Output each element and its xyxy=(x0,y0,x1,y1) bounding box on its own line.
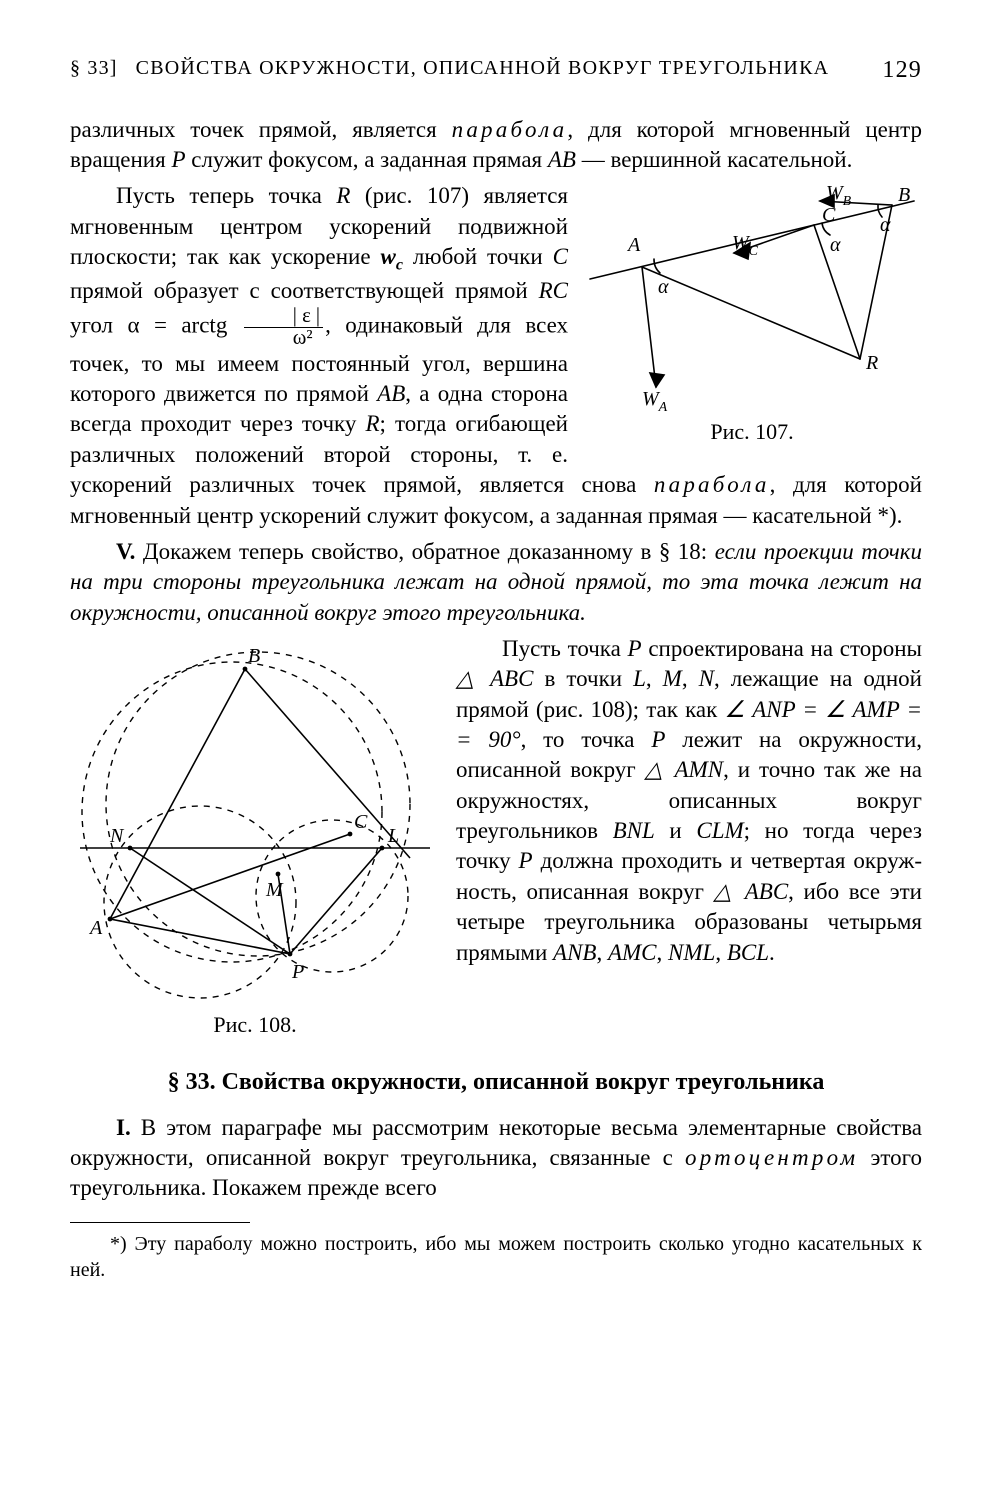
page: § 33] СВОЙСТВА ОКРУЖНОСТИ, ОПИСАННОЙ ВОК… xyxy=(0,0,992,1500)
sym: NML xyxy=(668,940,715,965)
t: , xyxy=(596,940,608,965)
lbl-R: R xyxy=(865,352,878,374)
sym: N xyxy=(699,666,714,691)
sym: CLM xyxy=(696,818,743,843)
lbl-A: A xyxy=(626,234,641,256)
page-number: 129 xyxy=(882,55,922,87)
fig107-caption: Рис. 107. xyxy=(582,417,922,446)
sym: L xyxy=(633,666,646,691)
t: угол α = arctg xyxy=(70,313,242,338)
footnote-separator xyxy=(70,1222,250,1223)
sym-AB2: AB xyxy=(377,381,405,406)
t: различных точек прямой, является xyxy=(70,117,452,142)
lbl-B: B xyxy=(898,184,910,206)
sym-P: P xyxy=(171,147,185,172)
lbl-B8: B xyxy=(248,645,260,667)
roman-V: V. xyxy=(116,539,135,564)
running-head: § 33] СВОЙСТВА ОКРУЖНОСТИ, ОПИСАННОЙ ВОК… xyxy=(70,55,922,87)
sym: BNL xyxy=(613,818,655,843)
lbl-C8: C xyxy=(354,811,368,833)
sym: AMC xyxy=(608,940,657,965)
sym: P xyxy=(519,848,533,873)
sym: BCL xyxy=(727,940,769,965)
sym: △ ABC xyxy=(714,879,789,904)
sym: △ ABC xyxy=(456,666,533,691)
em-ortho: ортоцентром xyxy=(685,1145,858,1170)
para-3: V. Докажем теперь свойство, обратное док… xyxy=(70,537,922,628)
em-parabola2: парабола xyxy=(654,472,770,497)
para-1: различных точек прямой, является парабол… xyxy=(70,115,922,176)
running-head-section: § 33] xyxy=(70,55,118,87)
t: Докажем теперь свойство, обратное доказа… xyxy=(135,539,714,564)
lbl-N8: N xyxy=(109,825,125,847)
sym-C: C xyxy=(553,244,568,269)
lbl-L8: L xyxy=(387,825,399,847)
t: служит фокусом, а заданная прямая xyxy=(186,147,548,172)
sym: ANB xyxy=(553,940,596,965)
roman-I: I. xyxy=(116,1115,131,1140)
running-head-title: СВОЙСТВА ОКРУЖНОСТИ, ОПИСАННОЙ ВОКРУГ ТР… xyxy=(118,55,883,87)
figure-108: A B C L M N P Рис. 108. xyxy=(70,634,440,1039)
sym: P xyxy=(651,727,665,752)
t: , xyxy=(646,666,663,691)
sym: M xyxy=(663,666,682,691)
lbl-alpha3: α xyxy=(880,214,891,236)
sym: △ AMN xyxy=(645,757,723,782)
fig108-svg: A B C L M N P xyxy=(70,634,440,1004)
sym-R: R xyxy=(336,183,350,208)
lbl-WA: WA xyxy=(642,388,668,411)
t: , xyxy=(682,666,699,691)
t: — вершинной касательной. xyxy=(576,147,852,172)
em: парабола xyxy=(452,117,568,142)
fig107-svg: A B C R WA WB WC α α α xyxy=(582,181,922,411)
sym-R2: R xyxy=(365,411,379,436)
para-5: I. В этом параграфе мы рассмотрим некото… xyxy=(70,1113,922,1204)
t: прямой образует с соот­ветствующей прямо… xyxy=(70,278,539,303)
lbl-alpha2: α xyxy=(830,234,841,256)
fig108-caption: Рис. 108. xyxy=(70,1010,440,1039)
sym: P xyxy=(628,636,642,661)
t: в точки xyxy=(533,666,633,691)
sym-wc: wc xyxy=(381,244,404,269)
section-heading: § 33. Свойства окружности, описанной вок… xyxy=(70,1067,922,1099)
lbl-C: C xyxy=(822,204,836,226)
lbl-alpha1: α xyxy=(658,276,669,298)
t: Пусть теперь точка xyxy=(116,183,336,208)
t: Пусть точка xyxy=(502,636,628,661)
sym-RC: RC xyxy=(539,278,568,303)
figure-107: A B C R WA WB WC α α α Рис. 107. xyxy=(582,181,922,446)
t: и xyxy=(655,818,697,843)
frac: | ε |ω² xyxy=(244,306,323,348)
sym-AB: AB xyxy=(548,147,576,172)
lbl-M8: M xyxy=(265,879,284,901)
t: . xyxy=(769,940,775,965)
t: , то точка xyxy=(521,727,652,752)
footnote: *) Эту параболу можно построить, ибо мы … xyxy=(70,1231,922,1283)
t: любой точки xyxy=(403,244,553,269)
lbl-A8: A xyxy=(88,917,103,939)
t: , xyxy=(657,940,669,965)
t: , xyxy=(715,940,727,965)
t: спроекти­рована на стороны xyxy=(642,636,922,661)
lbl-P8: P xyxy=(291,961,304,983)
